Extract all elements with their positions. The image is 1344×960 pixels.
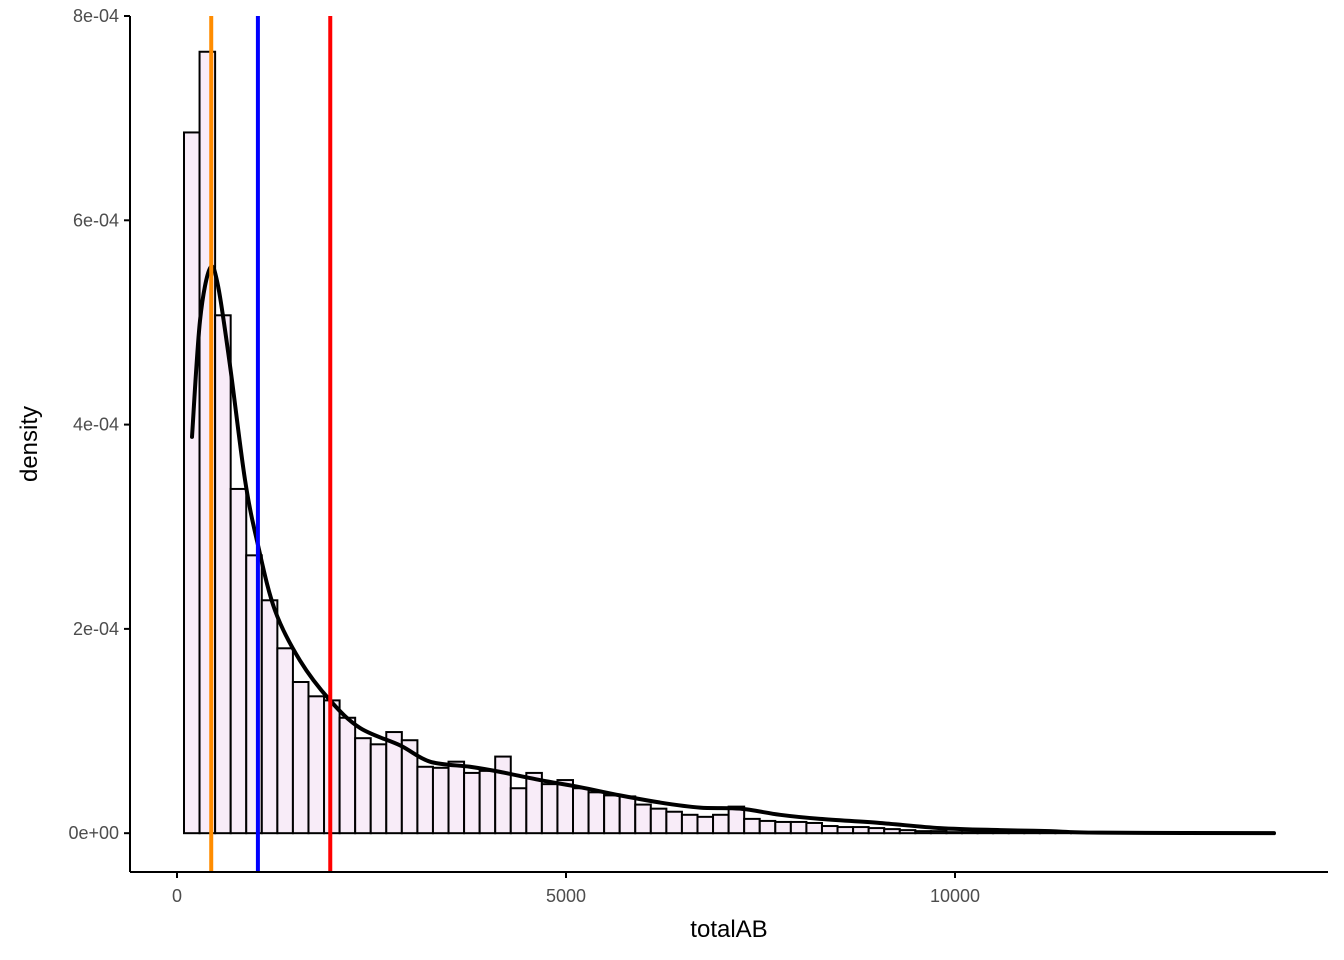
histogram-bar xyxy=(338,716,357,835)
density-curve xyxy=(190,264,1277,836)
y-axis-title: density xyxy=(16,406,43,482)
histogram-bar xyxy=(929,830,948,835)
histogram-bar xyxy=(260,599,279,835)
x-axis-title: totalAB xyxy=(690,916,767,943)
histogram-bar xyxy=(494,755,512,835)
histogram-bar xyxy=(665,810,683,835)
histogram-bar xyxy=(836,826,855,835)
histogram-bar xyxy=(214,314,232,835)
histogram-bar xyxy=(945,831,964,835)
histogram-bar xyxy=(883,828,901,835)
y-tick-label: 4e-04 xyxy=(73,415,119,435)
y-tick-label: 0e+00 xyxy=(68,823,119,843)
histogram-bar xyxy=(276,647,294,835)
histogram-bar xyxy=(556,779,575,835)
histogram-bar xyxy=(229,487,248,835)
x-tick-label: 0 xyxy=(172,886,182,906)
histogram-bar xyxy=(680,813,699,835)
histogram-bar xyxy=(649,807,668,835)
histogram-bar xyxy=(307,695,326,835)
y-tick-label: 2e-04 xyxy=(73,619,119,639)
histogram-bar xyxy=(820,825,839,835)
histogram-bar xyxy=(976,831,995,835)
histogram-bar xyxy=(354,737,372,835)
histogram-bar xyxy=(867,827,886,835)
histogram-bar xyxy=(369,743,388,835)
histogram-bar xyxy=(447,760,466,835)
x-tick-label: 5000 xyxy=(546,886,586,906)
y-tick-label: 8e-04 xyxy=(73,6,119,26)
histogram-bar xyxy=(416,765,434,835)
density-curve-layer xyxy=(190,264,1277,836)
y-ticks: 0e+00 2e-04 4e-04 6e-04 8e-04 xyxy=(68,6,130,843)
histogram-bar xyxy=(696,815,715,835)
histogram-bar xyxy=(992,831,1010,835)
histogram-bar xyxy=(291,681,310,835)
histogram-bar xyxy=(758,819,777,835)
histogram-bar xyxy=(572,787,590,835)
histogram-bar xyxy=(431,766,450,835)
histogram-bar xyxy=(463,771,481,835)
histogram-bar xyxy=(961,831,979,835)
axes xyxy=(129,16,1328,873)
histogram-bar xyxy=(587,791,606,835)
histogram-bar xyxy=(540,783,559,835)
x-tick-label: 10000 xyxy=(930,886,980,906)
x-ticks: 0 5000 10000 xyxy=(172,872,980,906)
histogram-bar xyxy=(914,830,932,835)
histogram-bar xyxy=(182,131,201,835)
histogram-bar xyxy=(603,794,621,835)
histogram-bar xyxy=(634,803,652,835)
y-tick-label: 6e-04 xyxy=(73,210,119,230)
histogram-bar xyxy=(712,813,730,835)
histogram-bar xyxy=(789,820,808,835)
histogram-bar xyxy=(618,795,637,835)
histogram-bar xyxy=(898,829,917,835)
histogram-bar xyxy=(805,821,823,835)
histogram-bar xyxy=(478,769,497,835)
reference-lines xyxy=(209,16,333,872)
histogram-bar xyxy=(852,826,870,835)
histogram-bar xyxy=(743,817,761,835)
histogram-bar xyxy=(774,820,792,835)
histogram-bar xyxy=(509,787,528,835)
